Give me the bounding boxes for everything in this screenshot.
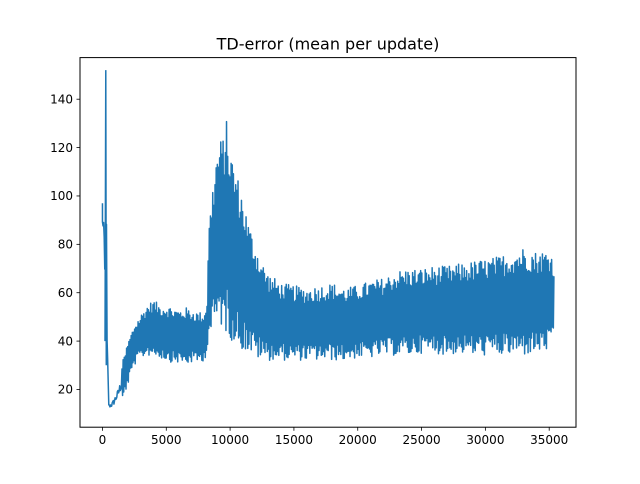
x-tick-label: 35000 — [530, 433, 568, 447]
y-tick-label: 80 — [58, 238, 73, 252]
y-tick-label: 120 — [50, 141, 73, 155]
plot-frame — [79, 57, 577, 428]
y-tick-label: 140 — [50, 92, 73, 106]
chart-title: TD-error (mean per update) — [216, 35, 440, 54]
x-tick-label: 30000 — [466, 433, 504, 447]
y-tick-label: 100 — [50, 189, 73, 203]
data-layer — [101, 70, 555, 408]
td-error-series-line — [101, 120, 555, 408]
x-tick-label: 25000 — [402, 433, 440, 447]
y-tick-label: 60 — [58, 286, 73, 300]
x-tick-label: 0 — [99, 433, 107, 447]
x-axis: 0 5000 10000 15000 20000 25000 30000 35000 — [99, 427, 568, 447]
x-tick-label: 5000 — [151, 433, 182, 447]
x-tick-label: 20000 — [339, 433, 377, 447]
y-tick-label: 40 — [58, 334, 73, 348]
y-axis: 20 40 60 80 100 120 140 — [50, 92, 80, 397]
y-tick-label: 20 — [58, 383, 73, 397]
x-tick-label: 10000 — [211, 433, 249, 447]
td-error-initial-spike — [104, 70, 108, 366]
x-tick-label: 15000 — [275, 433, 313, 447]
